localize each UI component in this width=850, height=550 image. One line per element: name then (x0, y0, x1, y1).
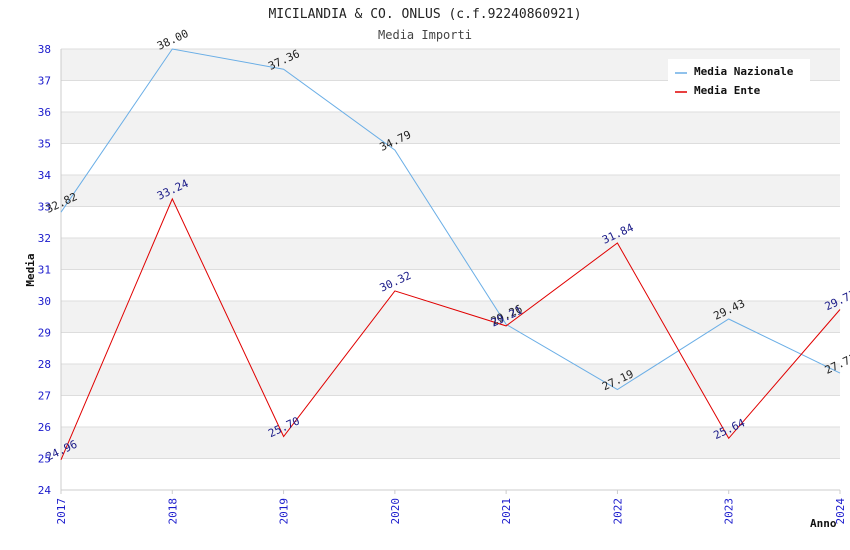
y-tick-label: 35 (38, 138, 51, 151)
x-tick-label: 2021 (500, 498, 513, 525)
y-tick-label: 36 (38, 106, 51, 119)
y-tick-label: 30 (38, 295, 51, 308)
axes (60, 49, 840, 491)
x-axis-label: Anno (810, 517, 837, 530)
legend-label-media-nazionale: Media Nazionale (694, 65, 794, 78)
chart-subtitle: Media Importi (378, 28, 472, 42)
grid-band (61, 175, 840, 207)
y-tick-label: 24 (38, 484, 52, 497)
y-tick-label: 34 (38, 169, 52, 182)
x-tick-label: 2022 (611, 498, 624, 525)
y-tick-label: 28 (38, 358, 51, 371)
y-tick-label: 29 (38, 327, 51, 340)
y-tick-label: 37 (38, 75, 51, 88)
x-tick-label: 2023 (723, 498, 736, 525)
y-tick-label: 27 (38, 390, 51, 403)
data-label-media-ente: 29.73 (823, 287, 850, 313)
series-line-media-nazionale (60, 48, 841, 391)
y-tick-label: 26 (38, 421, 51, 434)
legend: Media Nazionale Media Ente (668, 59, 810, 101)
chart-title: MICILANDIA & CO. ONLUS (c.f.92240860921) (268, 7, 581, 22)
x-axis-ticks: 2017 2018 2019 2020 2021 2022 2023 2024 (55, 490, 847, 525)
x-tick-label: 2024 (834, 498, 847, 525)
series-line-media-ente (60, 197, 841, 460)
x-tick-label: 2020 (389, 498, 402, 525)
y-tick-label: 38 (38, 43, 51, 56)
grid-bands (61, 49, 840, 459)
x-tick-label: 2017 (55, 498, 68, 525)
y-axis-label: Media (24, 253, 37, 286)
x-tick-label: 2019 (278, 498, 291, 525)
y-axis-ticks: 24 25 26 27 28 29 30 31 32 33 34 35 36 37 38 (38, 43, 52, 497)
legend-box (668, 59, 810, 101)
y-tick-label: 32 (38, 232, 51, 245)
grid-band (61, 238, 840, 270)
y-tick-label: 31 (38, 264, 51, 277)
data-label-media-nazionale: 27.71 (823, 351, 850, 377)
y-tick-label: 33 (38, 201, 51, 214)
grid-band (61, 112, 840, 144)
grid-band (61, 364, 840, 396)
series-lines (60, 48, 841, 460)
grid-band (61, 301, 840, 333)
legend-label-media-ente: Media Ente (694, 84, 761, 97)
x-tick-label: 2018 (166, 498, 179, 525)
y-tick-label: 25 (38, 453, 51, 466)
grid-band (61, 427, 840, 459)
